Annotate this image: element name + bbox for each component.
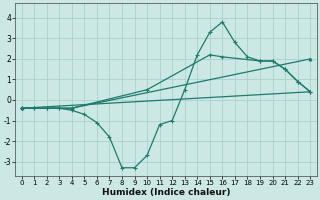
X-axis label: Humidex (Indice chaleur): Humidex (Indice chaleur): [102, 188, 230, 197]
